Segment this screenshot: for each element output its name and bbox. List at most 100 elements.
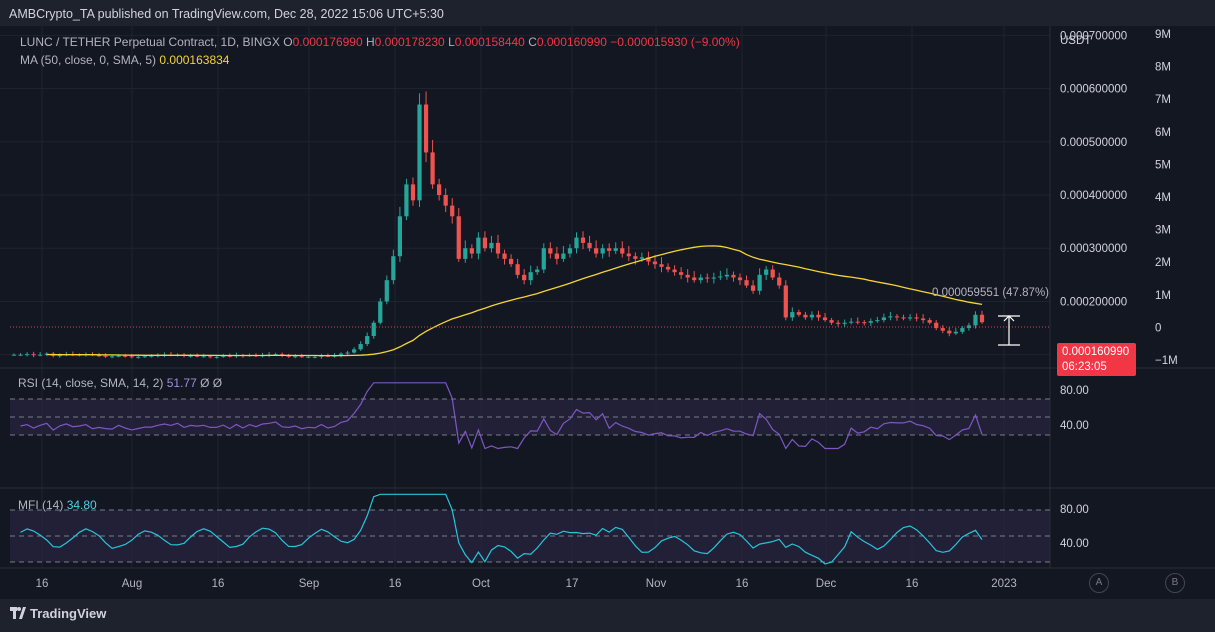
candle xyxy=(881,313,887,323)
candle xyxy=(757,268,762,295)
candle xyxy=(692,271,697,283)
mfi-axis-40: 40.00 xyxy=(1060,538,1089,550)
time-label: 16 xyxy=(906,578,919,590)
candle xyxy=(862,320,867,326)
candle xyxy=(960,326,965,334)
candle xyxy=(849,317,854,325)
candle xyxy=(842,319,847,328)
time-axis[interactable]: 16 Aug 16 Sep 16 Oct 17 Nov 16 Dec 16 2023 xyxy=(36,578,1017,590)
candle xyxy=(561,245,566,262)
high-label: H xyxy=(365,35,375,49)
candle xyxy=(397,206,403,262)
volume-label: 8M xyxy=(1155,62,1171,74)
candle xyxy=(731,271,736,282)
candle xyxy=(358,341,363,351)
chart-svg[interactable]: 0.000059551 (47.87%) USDT 0.0007000000.0… xyxy=(0,26,1215,599)
candle xyxy=(718,270,723,281)
open-label: O xyxy=(283,35,293,49)
volume-label: −1M xyxy=(1155,355,1178,367)
candle xyxy=(593,240,599,258)
candle xyxy=(371,320,376,339)
measure-label: 0.000059551 (47.87%) xyxy=(932,287,1049,299)
low-value: 0.000158440 xyxy=(454,35,525,49)
candle xyxy=(829,317,834,325)
price-label: 0.000700000 xyxy=(1060,30,1127,42)
volume-label: 6M xyxy=(1155,127,1171,139)
candle xyxy=(934,320,939,331)
price-label: 0.000500000 xyxy=(1060,137,1127,149)
price-label: 0.000200000 xyxy=(1060,296,1127,308)
volume-label: 3M xyxy=(1155,225,1171,237)
candle xyxy=(574,232,579,254)
b-button[interactable]: B xyxy=(1165,573,1185,593)
candle xyxy=(816,310,821,321)
ma-legend[interactable]: MA (50, close, 0, SMA, 5) 0.000163834 xyxy=(20,53,229,67)
time-label: 16 xyxy=(212,578,225,590)
candle xyxy=(410,177,416,206)
volume-axis: 9M 8M 7M 6M 5M 4M 3M 2M 1M 0 −1M xyxy=(1155,29,1178,367)
countdown: 06:23:05 xyxy=(1062,361,1107,373)
candle xyxy=(770,265,775,281)
tradingview-brand: TradingView xyxy=(30,606,107,621)
rsi-axis-40: 40.00 xyxy=(1060,420,1089,432)
candle xyxy=(953,328,958,335)
candle xyxy=(914,313,919,322)
rsi-value: 51.77 xyxy=(166,376,197,390)
candle xyxy=(482,231,488,252)
candle xyxy=(587,235,592,252)
price-label: 0.000400000 xyxy=(1060,190,1127,202)
candle xyxy=(535,266,540,275)
chart-frame[interactable]: 0.000059551 (47.87%) USDT 0.000700000 0.0… xyxy=(0,26,1215,599)
candle xyxy=(502,249,507,265)
time-label: 2023 xyxy=(991,578,1017,590)
time-label: 16 xyxy=(36,578,49,590)
candle xyxy=(476,232,481,260)
candle xyxy=(567,244,573,258)
candle xyxy=(338,352,344,358)
candle xyxy=(796,309,801,317)
candle xyxy=(809,311,815,321)
measure-tool[interactable]: 0.000059551 (47.87%) xyxy=(932,287,1049,346)
mfi-axis-80: 80.00 xyxy=(1060,504,1089,516)
mfi-legend[interactable]: MFI (14) 34.80 xyxy=(18,498,97,512)
candle xyxy=(365,332,370,347)
price-label: 0.000600000 xyxy=(1060,84,1127,96)
time-label: 16 xyxy=(736,578,749,590)
candle xyxy=(38,352,43,357)
candle xyxy=(679,267,684,280)
candle xyxy=(463,240,468,263)
candle xyxy=(659,257,664,273)
rsi-legend[interactable]: RSI (14, close, SMA, 14, 2) 51.77 Ø Ø xyxy=(18,376,222,390)
mfi-line xyxy=(20,493,983,565)
candle xyxy=(744,275,749,288)
price-axis[interactable]: 0.000700000 0.000600000 0.000500000 0.00040… xyxy=(1060,30,1127,361)
candle xyxy=(652,255,658,269)
time-label: Dec xyxy=(816,578,837,590)
candle xyxy=(443,188,448,213)
rsi-na: Ø Ø xyxy=(200,376,223,390)
low-label: L xyxy=(448,35,455,49)
change-value: −0.000015930 (−9.00%) xyxy=(610,35,740,49)
candle xyxy=(685,269,690,283)
tradingview-logo[interactable]: TradingView xyxy=(10,606,106,621)
candle xyxy=(508,254,514,268)
current-price: 0.000160990 xyxy=(1062,346,1130,358)
candle xyxy=(351,347,357,354)
auto-scale-button[interactable]: A xyxy=(1089,573,1109,593)
candle xyxy=(626,245,631,262)
candle xyxy=(973,311,978,329)
current-price-badge: 0.000160990 06:23:05 xyxy=(1057,343,1136,376)
candles xyxy=(11,91,985,359)
time-label: Sep xyxy=(299,578,319,590)
candle xyxy=(777,272,782,289)
candle xyxy=(103,353,108,358)
candle xyxy=(790,307,795,321)
candle xyxy=(921,314,926,324)
candle xyxy=(554,246,559,265)
candle xyxy=(888,311,893,321)
candle xyxy=(855,317,860,325)
candle xyxy=(522,269,527,285)
candle xyxy=(430,139,435,189)
close-value: 0.000160990 xyxy=(536,35,607,49)
candle xyxy=(705,273,710,283)
